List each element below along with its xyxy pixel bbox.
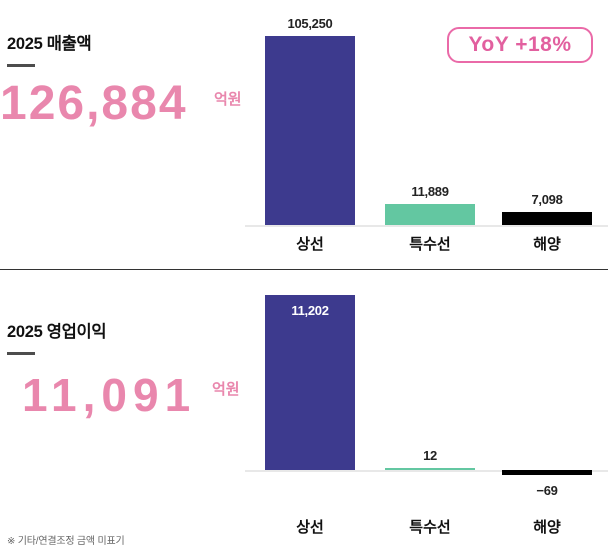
section-divider <box>0 269 608 270</box>
value-label-0: 11,202 <box>291 303 329 318</box>
bar-2 <box>502 470 592 475</box>
revenue-unit-label: 억원 <box>214 91 242 108</box>
category-label-2: 해양 <box>533 519 561 536</box>
revenue-total-value: 126,884 <box>0 77 188 130</box>
bar-1 <box>385 468 475 470</box>
category-label-1: 특수선 <box>409 236 451 253</box>
value-label-2: 7,098 <box>531 192 563 208</box>
category-label-0: 상선 <box>296 519 324 536</box>
category-label-1: 특수선 <box>409 519 451 536</box>
revenue-title-underline <box>7 64 35 67</box>
axis-baseline <box>245 470 608 472</box>
bar-0 <box>265 295 355 470</box>
axis-baseline <box>245 225 608 227</box>
footnote: ※ 기타/연결조정 금액 미표기 <box>7 536 125 547</box>
value-label-1: 12 <box>423 448 437 463</box>
bar-2 <box>502 212 592 225</box>
profit-title-underline <box>7 352 35 355</box>
category-label-2: 해양 <box>533 236 561 253</box>
value-label-0: 105,250 <box>287 16 333 31</box>
profit-section-title: 2025 영업이익 <box>7 323 107 341</box>
revenue-section-title: 2025 매출액 <box>7 35 92 53</box>
profit-unit-label: 억원 <box>212 381 240 398</box>
value-label-2: −69 <box>536 483 558 498</box>
profit-total-value: 11,091 <box>22 369 197 421</box>
yoy-badge: YoY +18% <box>447 27 593 63</box>
bar-1 <box>385 203 475 225</box>
bar-0 <box>265 36 355 225</box>
category-label-0: 상선 <box>296 236 324 253</box>
value-label-1: 11,889 <box>411 183 449 199</box>
